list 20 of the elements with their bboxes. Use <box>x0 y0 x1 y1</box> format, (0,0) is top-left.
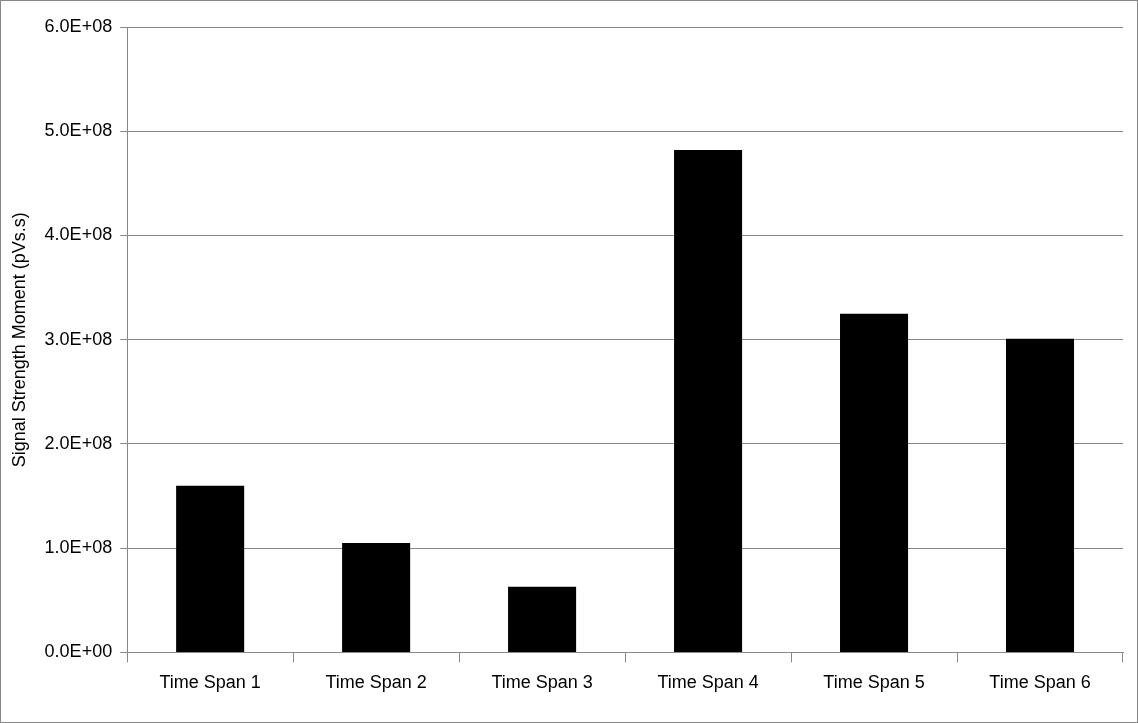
bar <box>176 485 245 652</box>
y-tick-label: 6.0E+08 <box>44 15 113 36</box>
x-tick-label: Time Span 3 <box>491 672 593 693</box>
y-tick-label: 0.0E+00 <box>44 641 113 662</box>
x-tick-label: Time Span 1 <box>159 672 261 693</box>
bar <box>342 542 411 652</box>
y-tick-label: 5.0E+08 <box>44 120 113 141</box>
y-axis-title: Signal Strength Moment (pVs.s) <box>8 212 29 468</box>
bar <box>674 150 743 652</box>
x-tick-label: Time Span 4 <box>657 672 759 693</box>
y-tick-label: 4.0E+08 <box>44 224 113 245</box>
x-tick-label: Time Span 5 <box>823 672 925 693</box>
bar <box>508 586 577 652</box>
y-tick-label: 3.0E+08 <box>44 328 113 349</box>
x-tick-label: Time Span 2 <box>325 672 427 693</box>
bar <box>840 313 909 652</box>
y-tick-label: 1.0E+08 <box>44 537 113 558</box>
y-tick-label: 2.0E+08 <box>44 432 113 453</box>
bar <box>1005 338 1075 652</box>
x-tick-label: Time Span 6 <box>989 672 1091 693</box>
